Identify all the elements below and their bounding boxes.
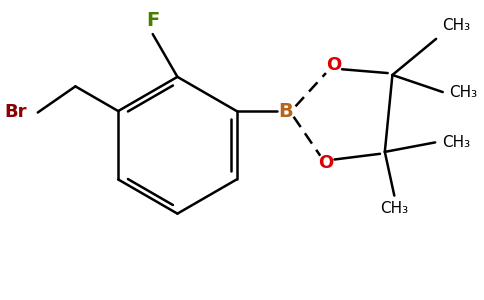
Text: Br: Br bbox=[4, 103, 27, 122]
Text: F: F bbox=[146, 11, 159, 30]
Text: CH₃: CH₃ bbox=[450, 85, 478, 100]
Text: O: O bbox=[318, 154, 333, 172]
Text: CH₃: CH₃ bbox=[442, 18, 470, 33]
Text: CH₃: CH₃ bbox=[442, 135, 470, 150]
Text: CH₃: CH₃ bbox=[380, 201, 408, 216]
Text: O: O bbox=[326, 56, 341, 74]
Text: B: B bbox=[279, 102, 293, 121]
